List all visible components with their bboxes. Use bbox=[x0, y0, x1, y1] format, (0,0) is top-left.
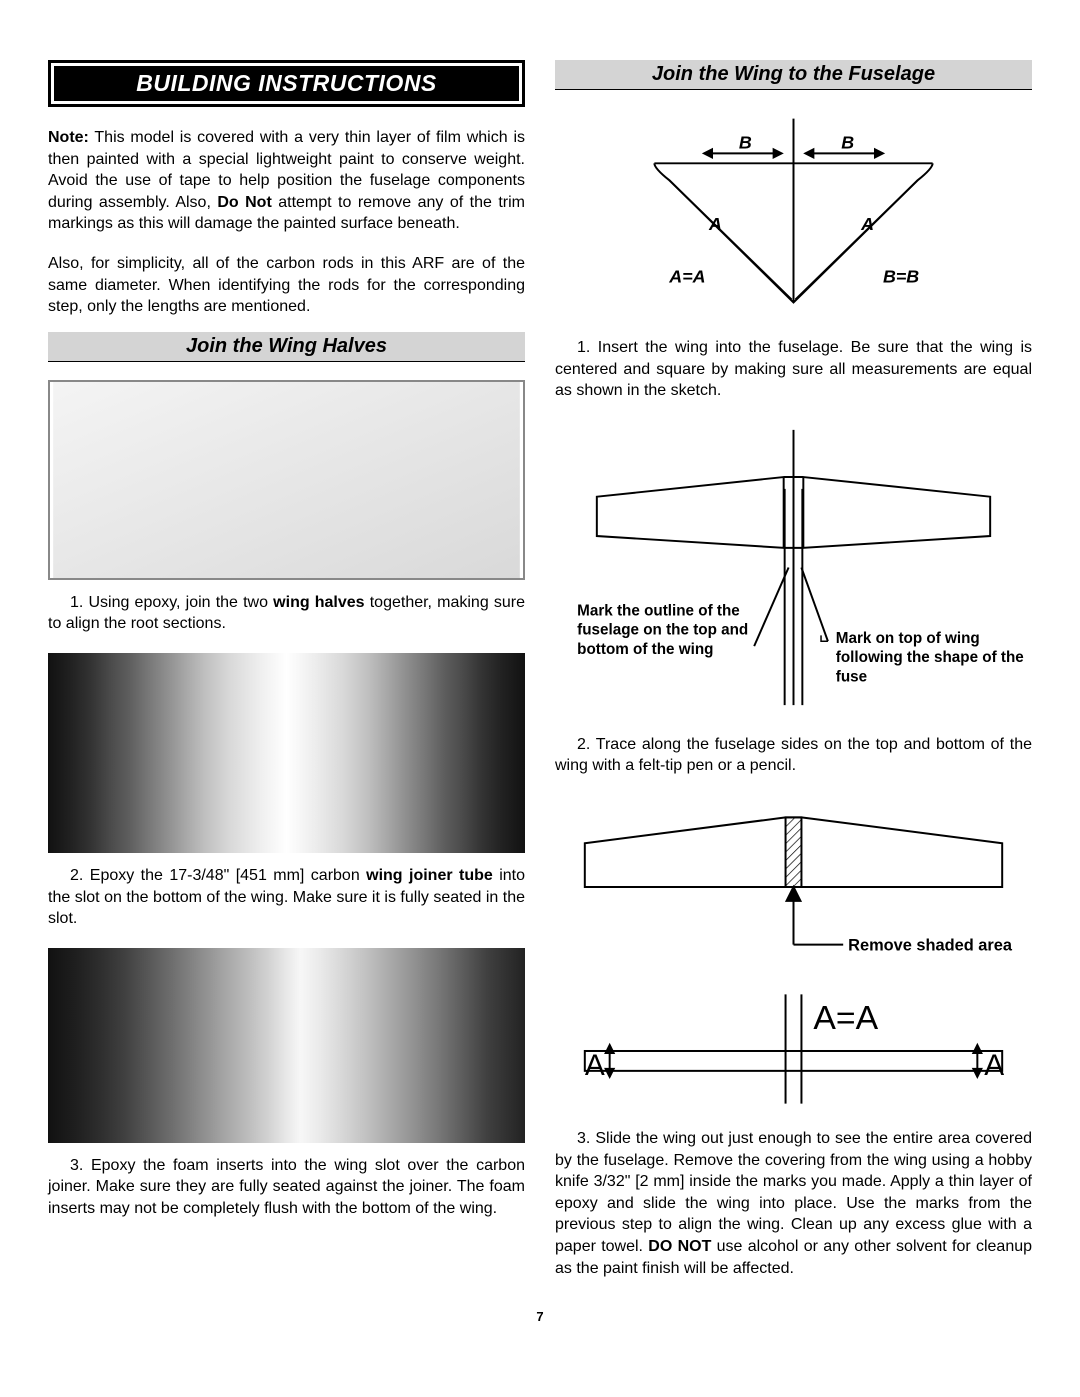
diag1-B-left: B bbox=[739, 132, 752, 152]
title-banner: BUILDING INSTRUCTIONS bbox=[48, 60, 525, 107]
step-3: 3. Epoxy the foam inserts into the wing … bbox=[48, 1155, 525, 1220]
diag2-label-left: Mark the outline of the fuselage on the … bbox=[577, 602, 769, 659]
diag1-A-right: A bbox=[860, 214, 874, 234]
grayscale-photo-1 bbox=[48, 653, 525, 853]
right-column: Join the Wing to the Fuselage B bbox=[555, 60, 1032, 1297]
diagram-remove-shaded: Remove shaded area bbox=[555, 795, 1032, 970]
diag1-B-right: B bbox=[841, 132, 854, 152]
left-column: BUILDING INSTRUCTIONS Note: This model i… bbox=[48, 60, 525, 1297]
r-step-2: 2. Trace along the fuselage sides on the… bbox=[555, 734, 1032, 777]
intro-para-2: Also, for simplicity, all of the carbon … bbox=[48, 253, 525, 318]
rstep3-b: DO NOT bbox=[648, 1238, 711, 1255]
step-2: 2. Epoxy the 17-3/48" [451 mm] carbon wi… bbox=[48, 865, 525, 930]
diag2-label-right: Mark on top of wing following the shape … bbox=[836, 629, 1028, 686]
diag1-A-left: A bbox=[708, 214, 722, 234]
page-number: 7 bbox=[48, 1309, 1032, 1324]
diagram-a-equals-a: A=A A A bbox=[555, 989, 1032, 1109]
section-fuselage: Join the Wing to the Fuselage bbox=[555, 60, 1032, 90]
diag4-AA: A=A bbox=[813, 999, 878, 1037]
diag1-AA: A=A bbox=[668, 267, 705, 287]
grayscale-photo-2 bbox=[48, 948, 525, 1143]
diagram-wing-centering: B B A A A=A B=B bbox=[555, 108, 1032, 318]
diag4-A-left: A bbox=[585, 1049, 605, 1082]
r-step-1: 1. Insert the wing into the fuselage. Be… bbox=[555, 337, 1032, 402]
title-banner-text: BUILDING INSTRUCTIONS bbox=[54, 66, 519, 101]
placeholder-image-1 bbox=[48, 380, 525, 580]
step2-a: 2. Epoxy the 17-3/48" [451 mm] carbon bbox=[70, 867, 366, 884]
r-step-3: 3. Slide the wing out just enough to see… bbox=[555, 1128, 1032, 1279]
page: BUILDING INSTRUCTIONS Note: This model i… bbox=[48, 60, 1032, 1297]
diag1-BB: B=B bbox=[883, 267, 919, 287]
note-paragraph: Note: This model is covered with a very … bbox=[48, 127, 525, 235]
step1-a: 1. Using epoxy, join the two bbox=[70, 594, 273, 611]
diag4-A-right: A bbox=[984, 1049, 1004, 1082]
step-1: 1. Using epoxy, join the two wing halves… bbox=[48, 592, 525, 635]
note-label: Note: bbox=[48, 129, 89, 146]
step2-b: wing joiner tube bbox=[366, 867, 493, 884]
step1-b: wing halves bbox=[273, 594, 364, 611]
diag3-label: Remove shaded area bbox=[848, 937, 1013, 955]
section-wing-halves: Join the Wing Halves bbox=[48, 332, 525, 362]
note-donot: Do Not bbox=[217, 194, 271, 211]
diagram-mark-outline: Mark the outline of the fuselage on the … bbox=[555, 420, 1032, 715]
rstep3-a: 3. Slide the wing out just enough to see… bbox=[555, 1130, 1032, 1255]
